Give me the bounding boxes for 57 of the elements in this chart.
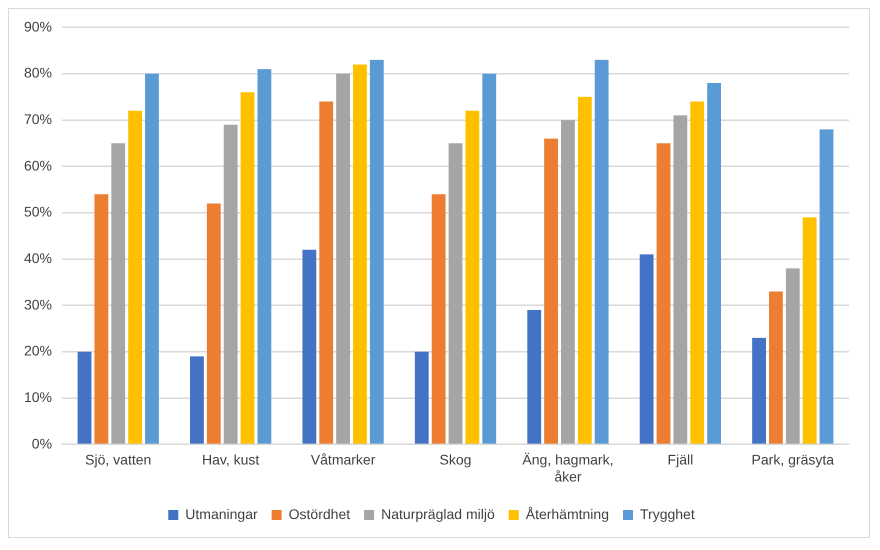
bar xyxy=(448,143,462,444)
y-tick-label: 50% xyxy=(24,204,52,220)
y-tick-label: 20% xyxy=(24,342,52,359)
bar xyxy=(640,254,654,444)
bar xyxy=(240,92,254,444)
x-tick-label: Skog xyxy=(440,452,472,468)
legend-label: Utmaningar xyxy=(185,506,258,522)
bar xyxy=(111,143,126,444)
legend-label: Återhämtning xyxy=(526,506,610,522)
y-tick-label: 30% xyxy=(24,296,52,312)
y-tick-label: 40% xyxy=(24,250,52,266)
x-tick-label: Våtmarker xyxy=(310,452,376,468)
bar xyxy=(353,64,367,444)
bar xyxy=(224,124,238,444)
bar xyxy=(673,115,688,444)
bar xyxy=(802,217,817,444)
legend-label: Ostördhet xyxy=(288,506,350,522)
x-tick-label: Sjö, vatten xyxy=(85,452,152,468)
bar xyxy=(544,138,558,444)
bar xyxy=(414,352,429,444)
bar xyxy=(432,194,446,444)
bar xyxy=(786,268,800,444)
x-tick-label: Fjäll xyxy=(668,452,694,468)
bar xyxy=(78,352,92,444)
bar xyxy=(482,74,496,444)
bar xyxy=(820,129,834,444)
x-tick-label: Park, gräsyta xyxy=(752,452,834,468)
bar xyxy=(769,292,783,444)
bar xyxy=(561,120,575,444)
bar xyxy=(465,110,480,444)
bar xyxy=(527,310,542,444)
y-tick-label: 60% xyxy=(24,157,52,174)
bar xyxy=(594,60,609,444)
bar xyxy=(145,74,159,444)
bar xyxy=(336,74,350,444)
bar xyxy=(206,203,221,444)
y-tick-label: 10% xyxy=(24,388,52,405)
bar xyxy=(656,143,670,444)
y-tick-label: 80% xyxy=(24,64,52,81)
bar xyxy=(370,60,384,444)
bar xyxy=(128,110,142,444)
x-tick-label: Hav, kust xyxy=(202,452,260,468)
bar xyxy=(190,356,204,444)
legend-label: Trygghet xyxy=(640,506,695,522)
bar xyxy=(257,69,272,444)
y-tick-label: 0% xyxy=(32,435,52,452)
bar xyxy=(707,83,722,444)
bar xyxy=(690,102,704,444)
legend-label: Naturpräglad miljö xyxy=(381,506,495,522)
y-tick-label: 70% xyxy=(24,110,52,127)
bar xyxy=(94,194,108,444)
x-tick-label: Äng, hagmark, åker xyxy=(522,452,614,484)
bar xyxy=(752,338,766,444)
bar xyxy=(578,96,592,444)
y-tick-label: 90% xyxy=(24,18,52,34)
bar xyxy=(319,102,334,444)
bar xyxy=(302,250,316,444)
